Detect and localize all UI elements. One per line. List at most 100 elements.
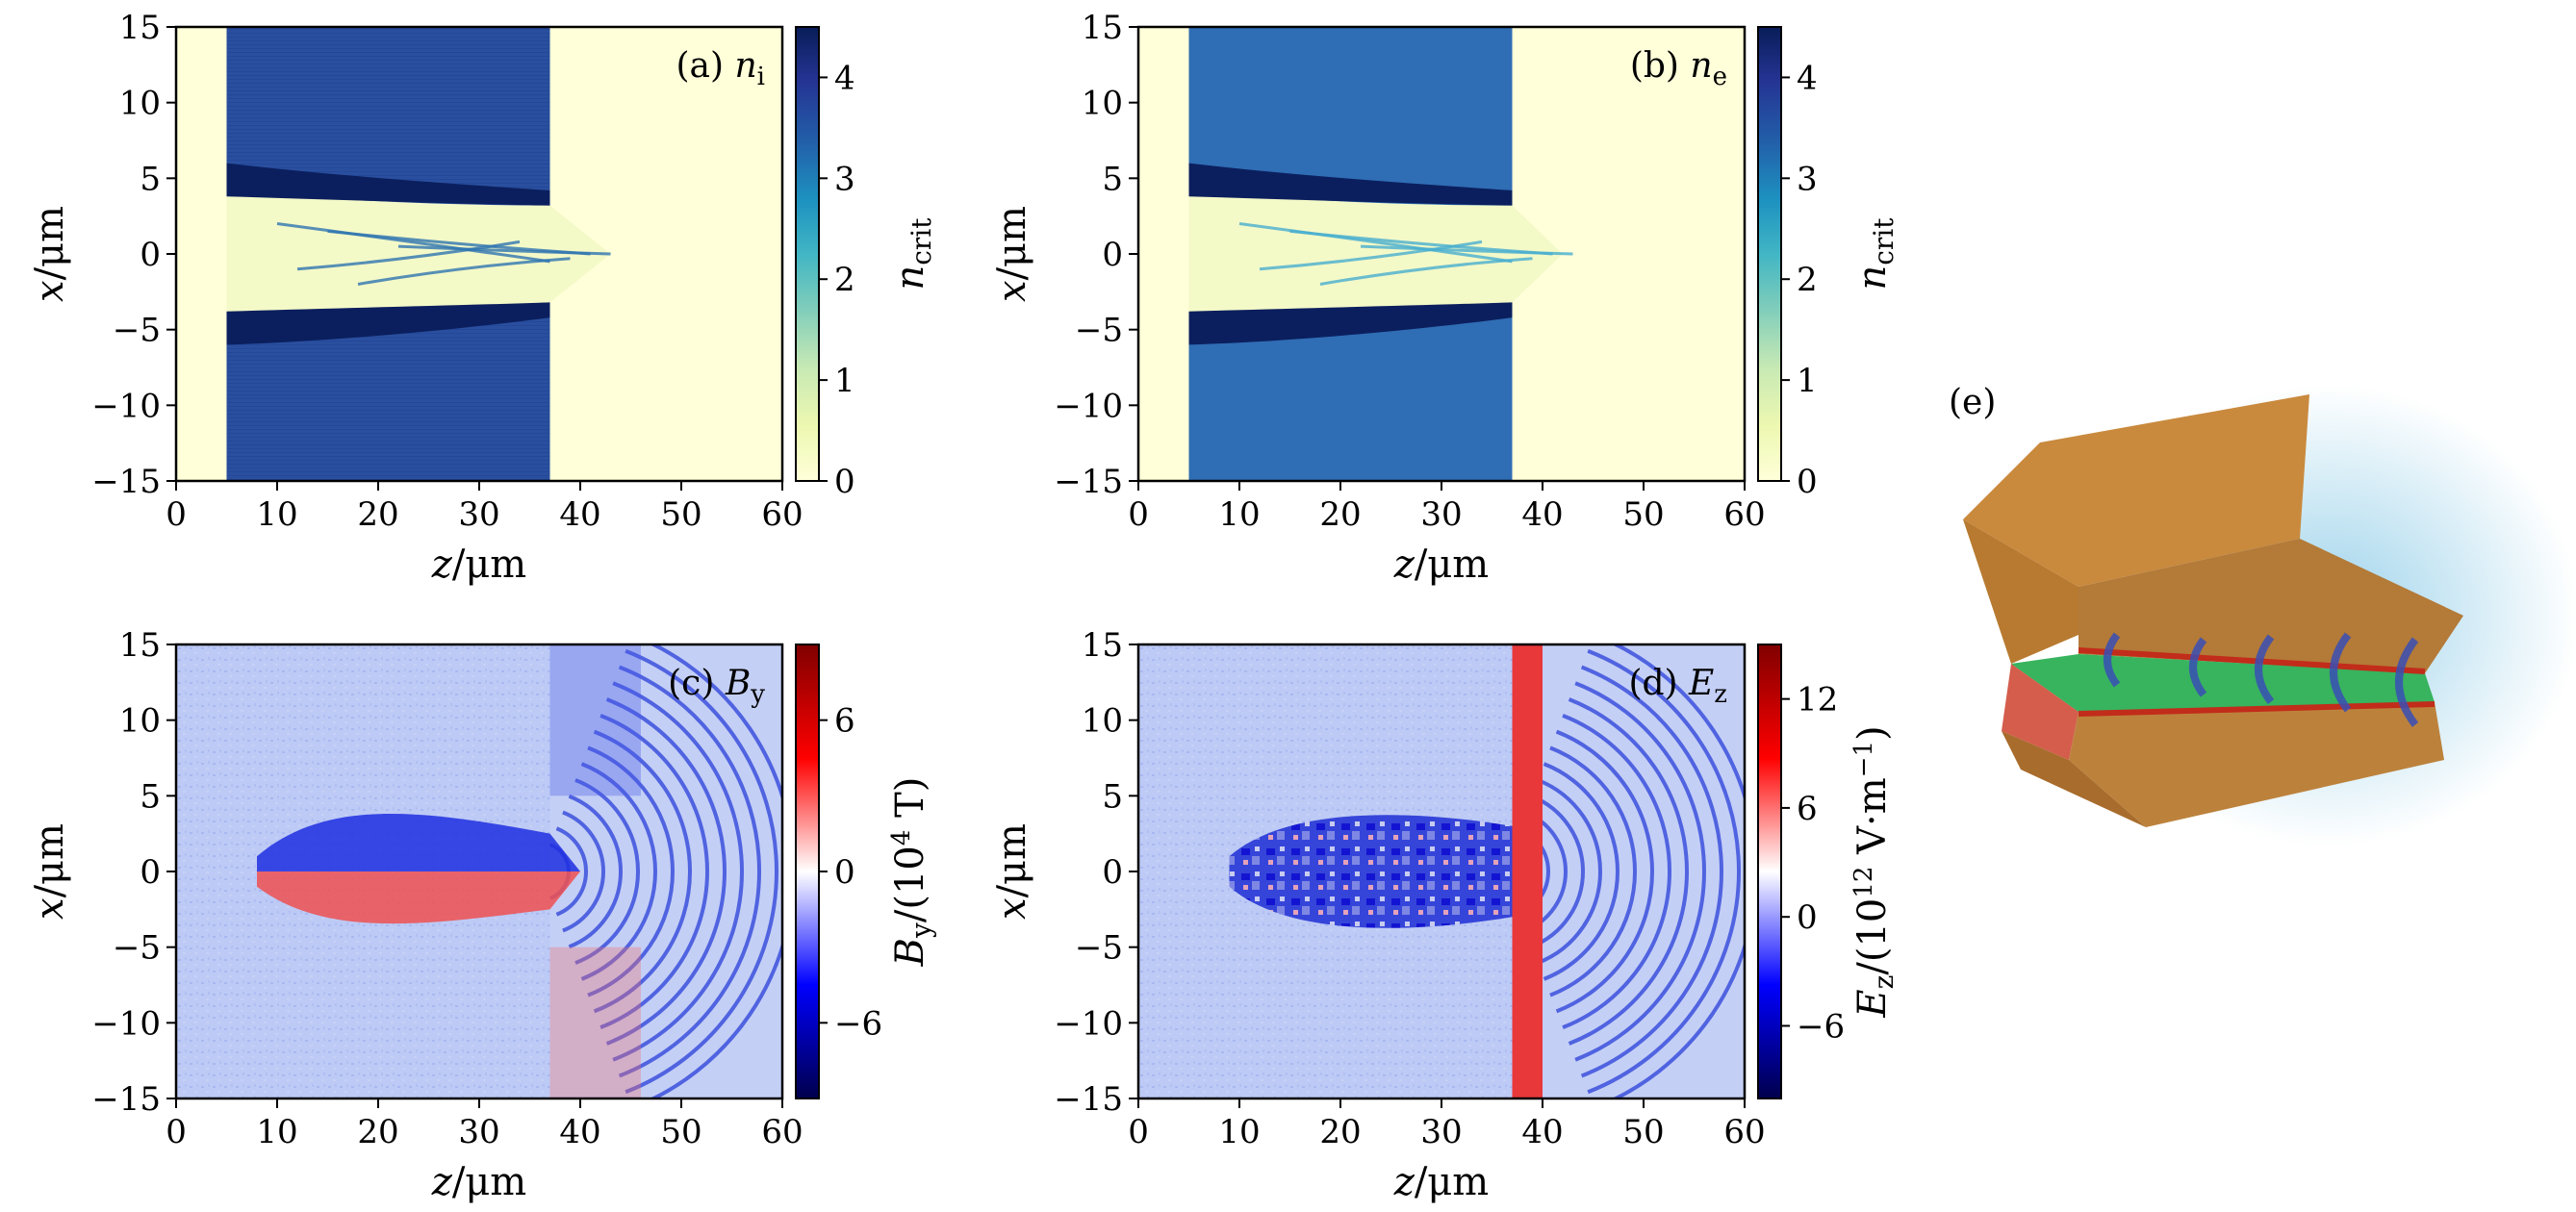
x-tick-label: 40 <box>559 1113 600 1151</box>
x-tick-label: 0 <box>166 1113 187 1151</box>
y-tick-label: 0 <box>1102 853 1123 892</box>
channel-green <box>2011 654 2435 712</box>
y-tick-label: −15 <box>91 463 161 501</box>
filament <box>397 244 611 256</box>
colorbar: 0 1 2 3 4 ncrit <box>795 26 937 501</box>
y-tick-label: −5 <box>113 929 161 968</box>
wavefront-arc <box>555 826 588 917</box>
x-tick-label: 30 <box>1420 1113 1462 1151</box>
y-tick-label: −10 <box>1054 387 1123 425</box>
x-tick-label: 40 <box>1521 495 1563 534</box>
wavefront-arc <box>568 794 623 949</box>
colorbar-tick-label: 6 <box>834 702 855 741</box>
y-tick-label: −5 <box>1075 929 1123 968</box>
block-top-face <box>1963 394 2309 587</box>
y-tick-label: −15 <box>1054 1080 1123 1119</box>
x-axis-label: z/μm <box>431 1160 526 1204</box>
colorbar-tick-label: 0 <box>834 463 855 501</box>
wavefront-arc <box>599 713 709 1030</box>
field-line-arc <box>2395 637 2419 727</box>
colorbar: 12 6 0 −6Ez/(1012 V·m−1) <box>1757 644 1900 1099</box>
colorbar-tick-label: 1 <box>834 362 855 400</box>
x-tick-label: 40 <box>559 495 600 534</box>
lower-wall <box>1188 302 1513 345</box>
wavefront-arc <box>1524 810 1568 933</box>
colorbar-tick-label: 4 <box>834 59 855 97</box>
colorbar-label: ncrit <box>1850 217 1900 290</box>
colorbar-label: By/(104 T) <box>887 777 937 968</box>
x-tick-label: 50 <box>1622 1113 1664 1151</box>
channel <box>1188 189 1563 318</box>
colorbar-tick-label: 0 <box>1797 898 1818 937</box>
y-tick-label: 5 <box>140 160 161 198</box>
ez-front <box>1512 644 1543 1098</box>
panel-label: (b) ne <box>1630 46 1727 91</box>
block-upper-right <box>2079 539 2463 673</box>
heatmap-b <box>1138 27 1745 481</box>
wavefront-arc <box>1580 665 1723 1078</box>
colorbar-tick-label: 0 <box>834 853 855 892</box>
y-tick-label: 5 <box>1102 777 1123 816</box>
x-tick-label: 50 <box>660 1113 701 1151</box>
wavefront-arc <box>618 665 761 1078</box>
x-tick-label: 0 <box>166 495 187 534</box>
filament <box>357 257 571 286</box>
x-tick-label: 60 <box>761 1113 803 1151</box>
panel-label: (c) By <box>668 664 765 709</box>
wavefront-arc <box>1549 745 1637 997</box>
colorbar-tick-label: 2 <box>834 261 855 299</box>
field-line-arc <box>2189 637 2207 697</box>
channel-edge-red <box>2002 664 2079 760</box>
x-tick-label: 20 <box>357 495 398 534</box>
colorbar-tick-label: 12 <box>1797 681 1838 720</box>
x-tick-label: 30 <box>458 1113 499 1151</box>
heatmap-d <box>1138 644 1745 1098</box>
panel-label: (d) Ez <box>1628 664 1727 709</box>
y-tick-label: 5 <box>140 777 161 816</box>
y-axis-label: x/μm <box>990 823 1034 920</box>
colorbar-tick-label: 3 <box>834 160 855 198</box>
x-tick-label: 50 <box>660 495 701 534</box>
y-tick-label: 10 <box>1082 85 1123 123</box>
colorbar-tick-label: 4 <box>1797 59 1818 97</box>
field-line-arc <box>2104 632 2121 688</box>
y-tick-label: 15 <box>119 626 161 665</box>
colorbar-tick-label: 1 <box>1797 362 1818 400</box>
x-tick-label: 50 <box>1622 495 1664 534</box>
x-tick-label: 10 <box>256 1113 297 1151</box>
x-axis-label: z/μm <box>431 543 526 587</box>
block-lower-left <box>2002 731 2146 827</box>
negative-by-region <box>257 813 580 871</box>
y-tick-label: 0 <box>140 853 161 892</box>
x-axis-label: z/μm <box>1393 543 1489 587</box>
y-tick-label: −10 <box>91 387 161 425</box>
wavefront-arc <box>1574 681 1706 1062</box>
positive-by-region <box>257 871 580 924</box>
y-tick-label: 5 <box>1102 160 1123 198</box>
wavefront-arc <box>1537 778 1602 965</box>
colorbar: 0 1 2 3 4 ncrit <box>1757 26 1900 501</box>
y-axis-label: x/μm <box>28 206 72 302</box>
x-tick-label: 60 <box>761 495 803 534</box>
colorbar-label: ncrit <box>888 217 937 290</box>
y-tick-label: 10 <box>119 702 161 741</box>
y-tick-label: 15 <box>119 9 161 47</box>
colorbar-tick-label: −6 <box>834 1004 882 1043</box>
x-tick-label: 20 <box>1319 495 1361 534</box>
wavefront-arc <box>1543 762 1620 981</box>
x-tick-label: 20 <box>357 1113 398 1151</box>
wavefront-arc <box>625 648 778 1095</box>
y-tick-label: 0 <box>140 236 161 274</box>
x-tick-label: 0 <box>1128 495 1149 534</box>
colorbar-gradient <box>795 26 820 482</box>
lower-red-wall <box>2078 701 2436 717</box>
filament <box>1238 222 1513 264</box>
y-axis-label: x/μm <box>990 206 1034 302</box>
colorbar-gradient <box>1757 644 1782 1099</box>
x-tick-label: 30 <box>458 495 499 534</box>
colorbar: 6 0 −6By/(104 T) <box>795 644 937 1099</box>
